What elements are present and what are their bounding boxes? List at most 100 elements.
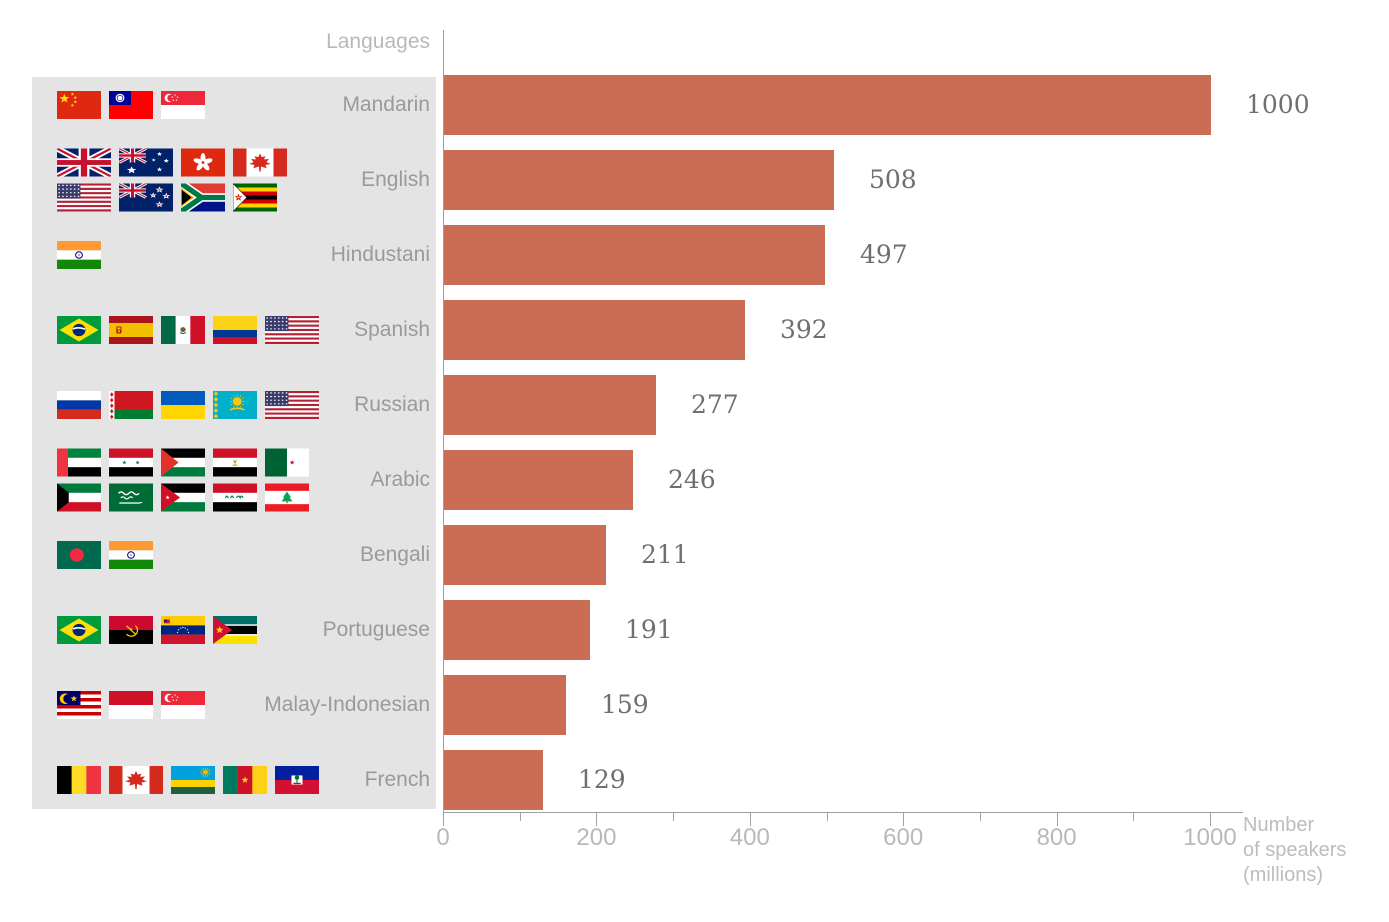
- flag-row: [57, 766, 319, 794]
- taiwan-flag-icon: [109, 91, 153, 119]
- flag-row: [57, 391, 319, 419]
- flag-list-mandarin: [57, 91, 205, 119]
- russia-flag-icon: [57, 391, 101, 419]
- lebanon-flag-icon: [265, 483, 309, 512]
- category-label-french: French: [364, 768, 430, 791]
- rwanda-flag-icon: [171, 766, 215, 794]
- bar-malay-indonesian: [444, 675, 566, 735]
- category-label-hindustani: Hindustani: [330, 243, 430, 266]
- value-label-french: 129: [578, 765, 626, 794]
- flag-list-malay-indonesian: [57, 691, 205, 719]
- malaysia-flag-icon: [57, 691, 101, 719]
- new-zealand-flag-icon: [119, 183, 173, 212]
- zimbabwe-flag-icon: [233, 183, 277, 212]
- mozambique-flag-icon: [213, 616, 257, 644]
- india-flag-icon: [57, 241, 101, 269]
- x-axis-tick-label: 1000: [1183, 824, 1237, 851]
- value-label-bengali: 211: [641, 540, 689, 569]
- value-label-spanish: 392: [780, 315, 828, 344]
- bar-russian: [444, 375, 656, 435]
- column-header-languages: Languages: [326, 30, 430, 53]
- x-axis-title-line: Number: [1243, 814, 1315, 836]
- angola-flag-icon: [109, 616, 153, 644]
- spain-flag-icon: [109, 316, 153, 344]
- flag-list-english: [57, 148, 287, 212]
- flag-row: [57, 483, 309, 512]
- x-axis-tick: [1210, 813, 1211, 826]
- canada-flag-icon: [233, 148, 287, 177]
- x-axis-minor-tick: [519, 813, 521, 821]
- flag-row: [57, 316, 319, 344]
- syria-flag-icon: [109, 448, 153, 477]
- flag-row: [57, 148, 287, 177]
- x-axis-line: [443, 812, 1243, 813]
- haiti-flag-icon: [275, 766, 319, 794]
- value-label-mandarin: 1000: [1246, 90, 1310, 119]
- united-states-flag-icon: [57, 183, 111, 212]
- bar-bengali: [444, 525, 606, 585]
- category-label-russian: Russian: [354, 393, 430, 416]
- x-axis-tick-label: 0: [436, 824, 450, 851]
- x-axis-minor-tick: [1133, 813, 1135, 821]
- x-axis-tick: [443, 813, 444, 826]
- flag-list-spanish: [57, 316, 319, 344]
- x-axis-tick-label: 200: [576, 824, 617, 851]
- bar-mandarin: [444, 75, 1211, 135]
- x-axis-tick-label: 600: [883, 824, 924, 851]
- x-axis-minor-tick: [826, 813, 828, 821]
- bar-hindustani: [444, 225, 825, 285]
- x-axis-minor-tick: [673, 813, 675, 821]
- chart-row-malay-indonesian: Malay-Indonesian 159: [0, 675, 1389, 735]
- category-label-malay-indonesian: Malay-Indonesian: [264, 693, 430, 716]
- category-label-arabic: Arabic: [370, 468, 430, 491]
- iraq-flag-icon: [213, 483, 257, 512]
- flag-list-hindustani: [57, 241, 101, 269]
- singapore-flag-icon: [161, 691, 205, 719]
- category-label-bengali: Bengali: [359, 543, 430, 566]
- bar-arabic: [444, 450, 633, 510]
- chart-row-spanish: Spanish 392: [0, 300, 1389, 360]
- bar-english: [444, 150, 834, 210]
- united-kingdom-flag-icon: [57, 148, 111, 177]
- x-axis-tick: [749, 813, 751, 826]
- united-states-flag-icon: [265, 316, 319, 344]
- category-label-spanish: Spanish: [354, 318, 430, 341]
- value-label-russian: 277: [691, 390, 739, 419]
- indonesia-flag-icon: [109, 691, 153, 719]
- value-label-portuguese: 191: [625, 615, 673, 644]
- bangladesh-flag-icon: [57, 541, 101, 569]
- flag-list-arabic: [57, 448, 309, 512]
- brazil-flag-icon: [57, 316, 101, 344]
- x-axis-minor-tick: [979, 813, 981, 821]
- category-label-english: English: [361, 168, 430, 191]
- flag-row: [57, 91, 205, 119]
- chart-row-arabic: Arabic 246: [0, 448, 1389, 512]
- hong-kong-flag-icon: [181, 148, 225, 177]
- ukraine-flag-icon: [161, 391, 205, 419]
- jordan-flag-icon: [161, 483, 205, 512]
- brazil-flag-icon: [57, 616, 101, 644]
- category-label-mandarin: Mandarin: [342, 93, 430, 116]
- flag-list-portuguese: [57, 616, 257, 644]
- y-axis-line: [443, 30, 444, 813]
- chart-row-portuguese: Portuguese 191: [0, 600, 1389, 660]
- value-label-arabic: 246: [668, 465, 716, 494]
- belarus-flag-icon: [109, 391, 153, 419]
- flag-list-russian: [57, 391, 319, 419]
- kuwait-flag-icon: [57, 483, 101, 512]
- egypt-flag-icon: [213, 448, 257, 477]
- chart-row-hindustani: Hindustani 497: [0, 225, 1389, 285]
- mexico-flag-icon: [161, 316, 205, 344]
- value-label-malay-indonesian: 159: [601, 690, 649, 719]
- united-arab-emirates-flag-icon: [57, 448, 101, 477]
- bar-french: [444, 750, 543, 810]
- x-axis-title: Number of speakers (millions): [1243, 813, 1346, 888]
- flag-row: [57, 448, 309, 477]
- cameroon-flag-icon: [223, 766, 267, 794]
- bar-spanish: [444, 300, 745, 360]
- canada-flag-icon: [109, 766, 163, 794]
- palestine-flag-icon: [161, 448, 205, 477]
- flag-row: [57, 691, 205, 719]
- flag-row: [57, 183, 287, 212]
